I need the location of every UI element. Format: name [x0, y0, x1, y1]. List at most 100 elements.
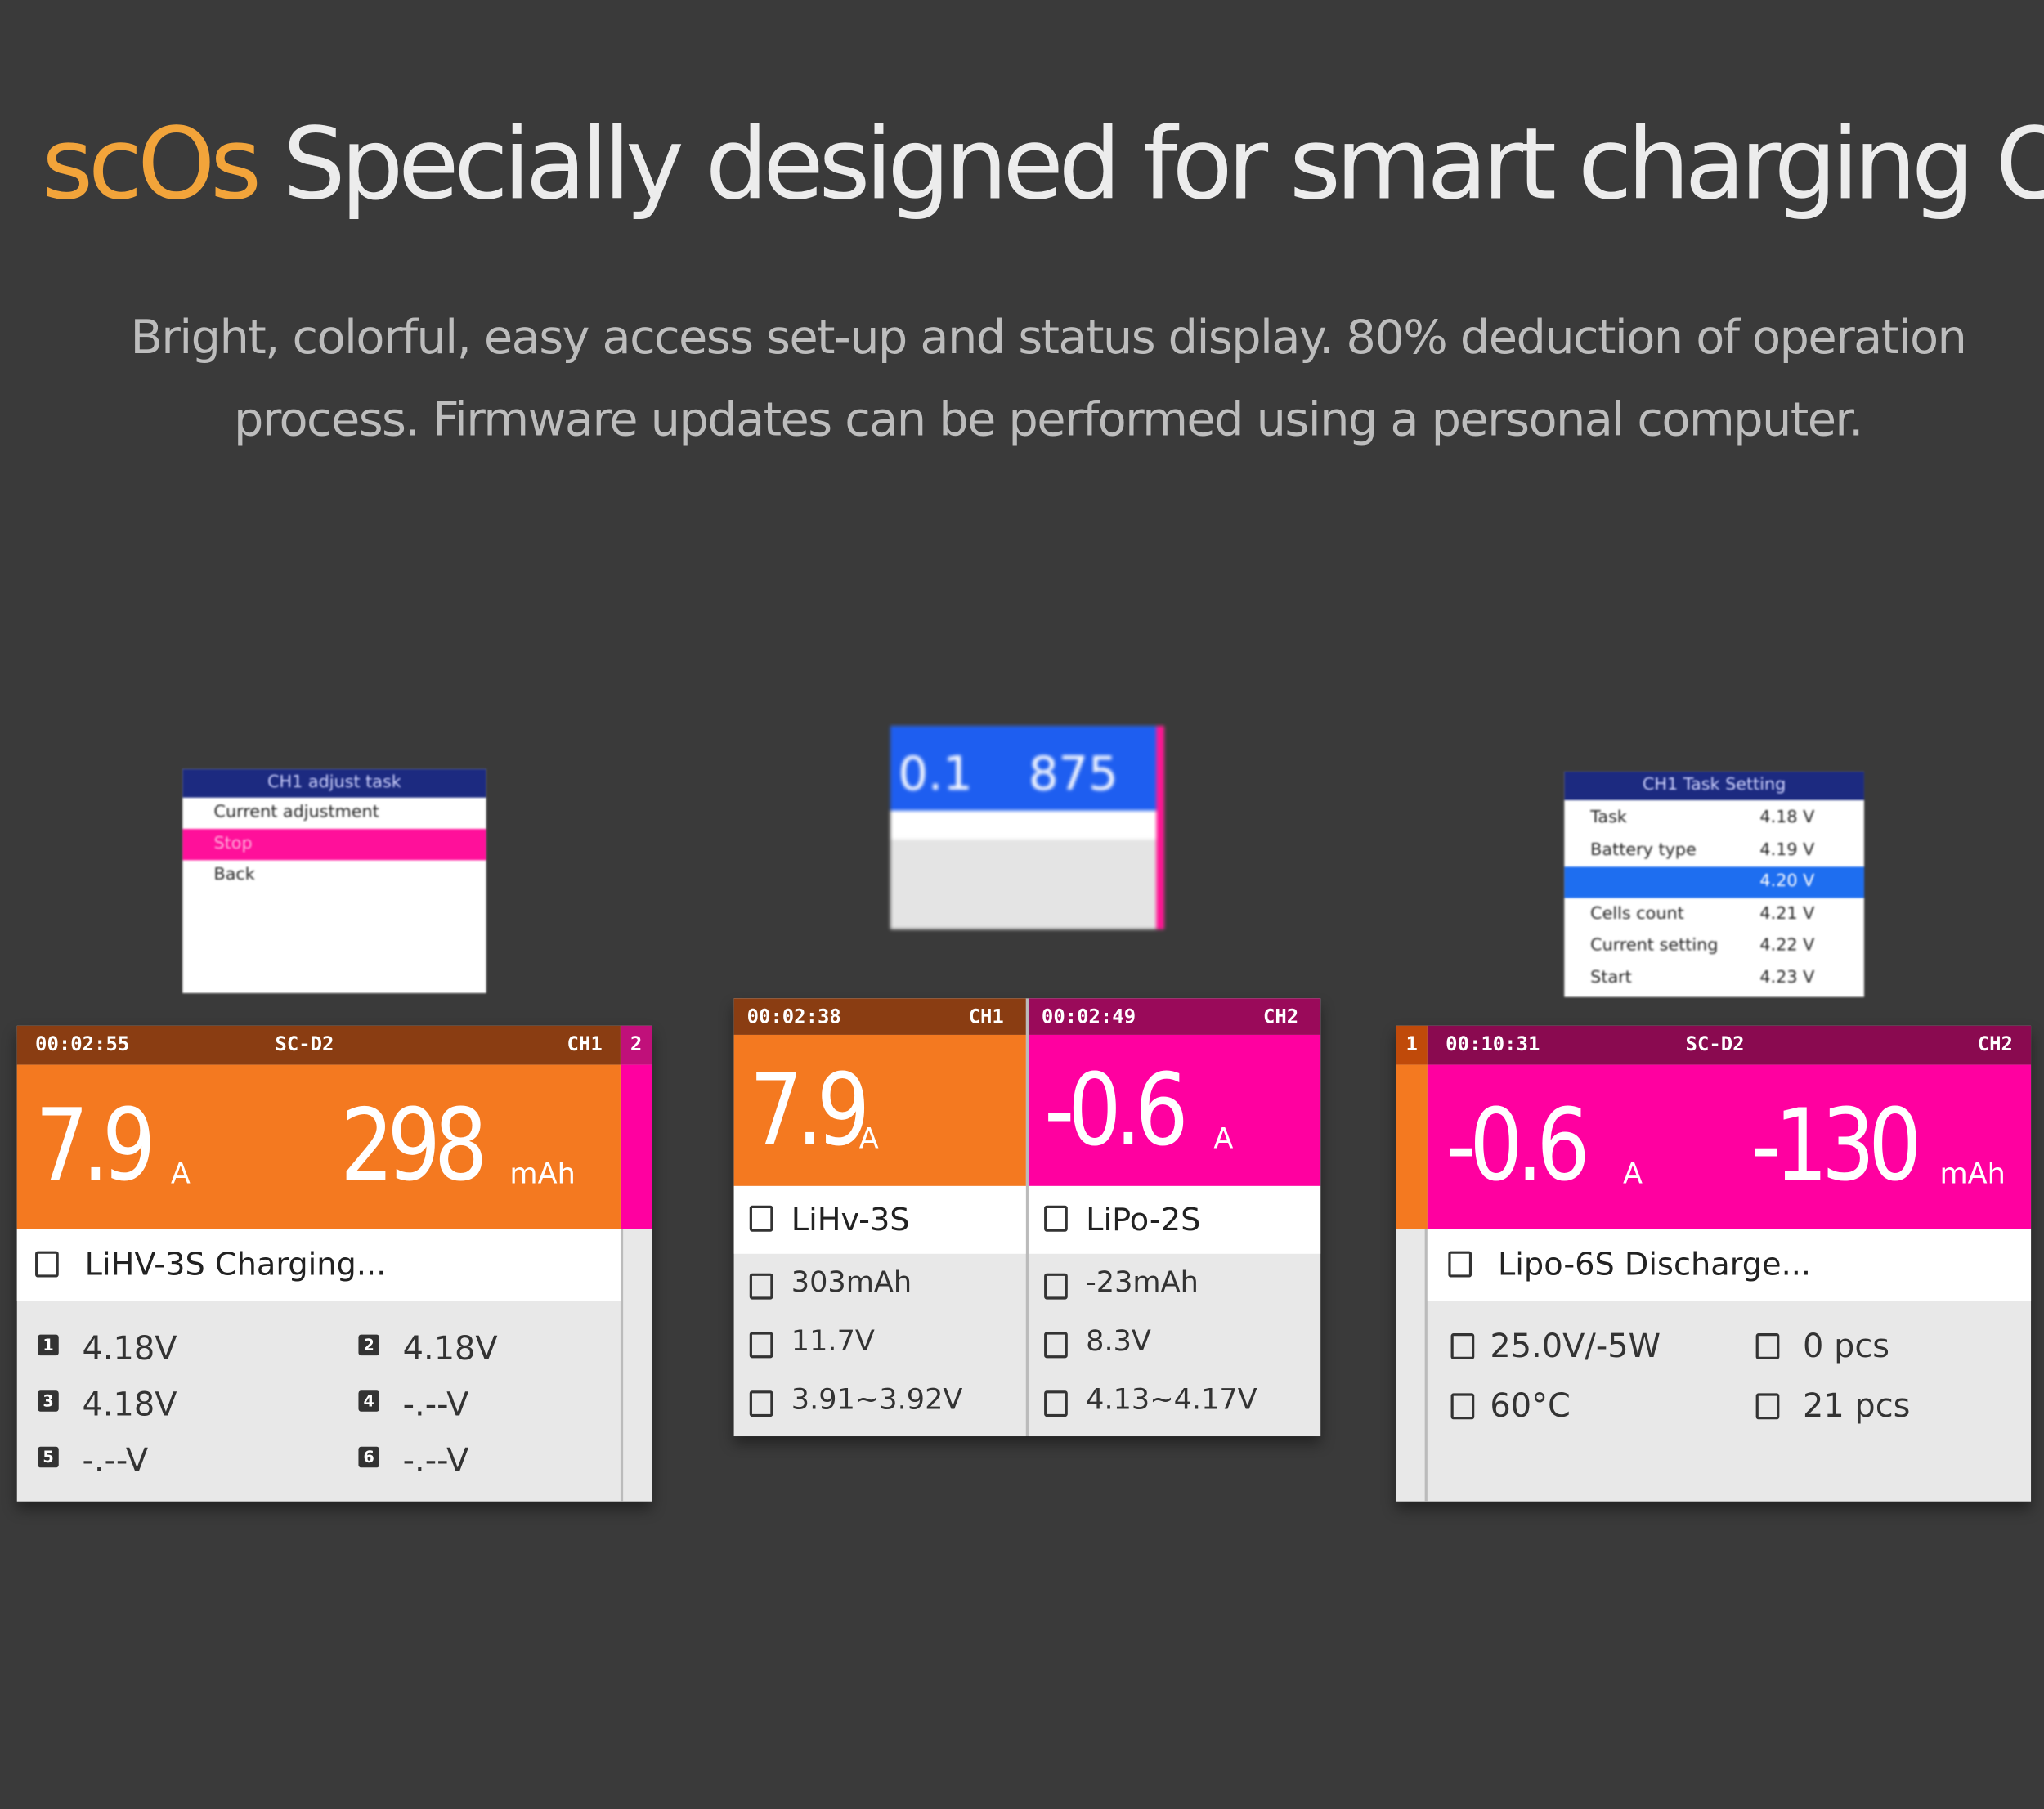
count: 0 pcs	[1803, 1327, 1890, 1365]
unit: A	[1623, 1158, 1643, 1192]
unit: A	[170, 1158, 191, 1192]
row-value: 4.18 V	[1759, 808, 1815, 828]
cell-voltage: 4.18V	[402, 1329, 498, 1368]
cell-badge: 4	[358, 1390, 379, 1412]
capacity: -130	[1750, 1086, 1921, 1203]
center-popup: 0.1 875	[890, 726, 1164, 929]
readout: -0.6 A -130 mAh	[1427, 1064, 2032, 1229]
popup-row: 4.20 V	[1564, 866, 1864, 898]
popup-row: Battery type 4.19 V	[1564, 835, 1864, 866]
row-name: Current setting	[1590, 935, 1719, 956]
subtitle-line: Bright, colorful, easy access set-up and…	[130, 311, 1967, 365]
status-row: LiPo-2S	[1028, 1185, 1321, 1254]
row-value: 4.19 V	[1759, 840, 1815, 860]
battery-icon	[1044, 1205, 1068, 1232]
voltage: 11.7V	[791, 1325, 875, 1359]
count: 21 pcs	[1803, 1386, 1911, 1425]
popup-readout	[890, 726, 1157, 811]
popup-item: Back	[213, 865, 255, 885]
row-name: Task	[1590, 808, 1627, 828]
divider	[620, 1229, 624, 1502]
subtitle-line: process. Firmware updates can be perform…	[233, 393, 1863, 447]
row-name: Cells count	[1590, 903, 1684, 924]
popup-row: Current setting 4.22 V	[1564, 930, 1864, 961]
readout: 7.9 A	[733, 1034, 1026, 1186]
row-value: 4.22 V	[1759, 935, 1815, 956]
current: -0.6	[1446, 1086, 1590, 1203]
cell-badge: 6	[358, 1446, 379, 1468]
power-icon	[1450, 1333, 1475, 1359]
unit: mAh	[1939, 1158, 2006, 1192]
cell-badge: 1	[38, 1334, 59, 1356]
other-channel: 1	[1396, 1025, 1428, 1065]
channel-panel: 00:02:49 CH2 -0.6 A LiPo-2S -23mAh 8.3V 4.13~4.…	[1028, 998, 1321, 1437]
popup-item: Stop	[182, 829, 486, 861]
cell-voltage: 4.18V	[82, 1329, 177, 1368]
brand: scOs	[42, 105, 262, 222]
popup-row: Task 4.18 V	[1564, 803, 1864, 834]
cell-voltage: 4.18V	[82, 1385, 177, 1424]
status-row: LiHv-3S	[733, 1185, 1026, 1254]
popup-row: Cells count 4.21 V	[1564, 898, 1864, 929]
row-value: 4.21 V	[1759, 903, 1815, 924]
row-value: 4.20 V	[1759, 871, 1815, 892]
subtitle: Bright, colorful, easy access set-up and…	[0, 298, 2044, 462]
battery: LiHv-3S	[791, 1202, 910, 1238]
battery-icon	[35, 1251, 59, 1278]
battery: LiPo-2S	[1086, 1202, 1201, 1238]
model: SC-D2	[1685, 1032, 1745, 1056]
cell-badge: 3	[38, 1390, 59, 1412]
time: 00:02:55	[35, 1032, 130, 1056]
popup-item: Current adjustment	[213, 803, 379, 823]
side-strip	[620, 1064, 652, 1229]
cell-range: 4.13~4.17V	[1086, 1384, 1257, 1417]
capacity: 298	[340, 1086, 487, 1203]
center-screen: 00:02:38 CH1 7.9 A LiHv-3S 303mAh 11.7V 3.91~3.…	[733, 998, 1321, 1437]
row-icon	[1044, 1332, 1068, 1359]
channel: CH2	[1977, 1032, 2013, 1056]
unit: A	[858, 1123, 879, 1157]
count-icon	[1755, 1393, 1780, 1420]
current: 7.9	[749, 1051, 871, 1168]
side-strip	[1156, 726, 1164, 929]
voltage: 8.3V	[1086, 1325, 1151, 1359]
count-icon	[1755, 1333, 1780, 1359]
time: 00:02:38	[746, 1005, 841, 1028]
row-icon	[749, 1390, 773, 1417]
current: -0.6	[1044, 1051, 1189, 1168]
cell-range: 3.91~3.92V	[791, 1384, 963, 1417]
cell-badge: 5	[38, 1446, 59, 1468]
right-popup: CH1 Task Setting Task 4.18 V Battery type 4…	[1564, 771, 1864, 997]
top-bar: 00:02:55 SC-D2 CH1	[16, 1025, 621, 1065]
model: SC-D2	[275, 1032, 334, 1056]
top-bar: 00:02:38 CH1	[733, 998, 1026, 1035]
row-name: Battery type	[1590, 840, 1697, 860]
unit: mAh	[509, 1158, 576, 1192]
channel-panel: 00:02:38 CH1 7.9 A LiHv-3S 303mAh 11.7V 3.91~3.…	[733, 998, 1026, 1437]
channel: CH1	[968, 1005, 1004, 1028]
channel: CH2	[1262, 1005, 1299, 1028]
popup-title: CH1 adjust task	[182, 768, 486, 798]
popup-row: Start 4.23 V	[1564, 962, 1864, 993]
capacity: -23mAh	[1086, 1266, 1199, 1300]
time: 00:10:31	[1446, 1032, 1540, 1056]
status-row: Lipo-6S Discharge...	[1427, 1229, 2032, 1301]
title: scOs Specially designed for smart chargi…	[42, 114, 2044, 213]
popup-current: 0.1	[898, 748, 973, 802]
row-icon	[1044, 1273, 1068, 1300]
title-text: Specially designed for smart charging OS	[282, 105, 2044, 222]
other-channel: 2	[620, 1025, 652, 1065]
cell-badge: 2	[358, 1334, 379, 1356]
status: Lipo-6S Discharge...	[1497, 1246, 1812, 1283]
divider	[1424, 1229, 1428, 1502]
popup-capacity: 875	[1028, 748, 1118, 802]
unit: A	[1213, 1123, 1234, 1157]
capacity: 303mAh	[791, 1266, 912, 1300]
cell-voltage: -.--V	[402, 1385, 469, 1424]
row-icon	[1044, 1390, 1068, 1417]
row-icon	[749, 1332, 773, 1359]
left-popup: CH1 adjust task Current adjustment Stop …	[182, 768, 486, 993]
